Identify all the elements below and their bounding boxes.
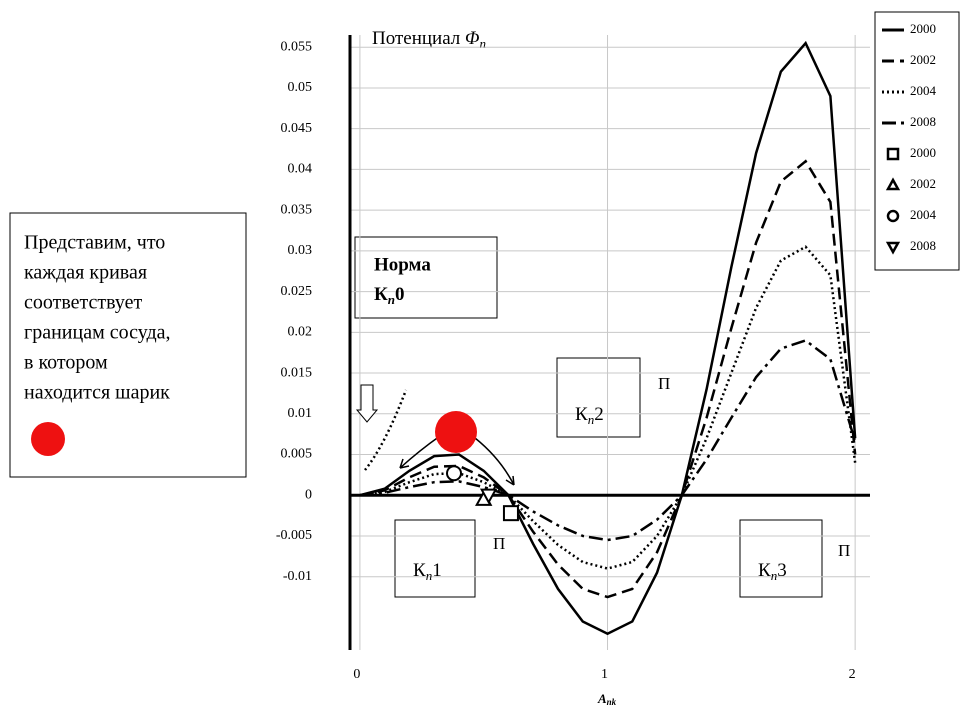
k-index: n	[771, 568, 778, 583]
legend-label: 2002	[910, 176, 936, 191]
legend-label: 2004	[910, 83, 937, 98]
marker	[885, 177, 901, 191]
marker	[479, 488, 498, 505]
title-symbol: Φ	[465, 28, 479, 49]
k1-box	[394, 519, 476, 598]
k3-label: Кn3	[758, 560, 787, 583]
note-line: находится шарик	[24, 382, 170, 404]
legend-box	[874, 11, 960, 271]
k-letter: К	[758, 560, 771, 581]
p-label: П	[493, 534, 505, 553]
k-number: 0	[395, 284, 405, 305]
ball-icon	[31, 422, 65, 456]
x-label-text: A	[597, 691, 607, 706]
title-text: Потенциал	[372, 28, 461, 49]
x-axis-label: Ank	[597, 691, 617, 707]
y-tick-label: 0.055	[281, 39, 313, 54]
legend-label: 2002	[910, 52, 936, 67]
y-tick-label: 0	[305, 487, 312, 502]
chart-title: Потенциал Φn	[372, 28, 486, 51]
x-tick-label: 1	[601, 667, 608, 682]
note-line: границам сосуда,	[24, 322, 171, 344]
norm-arrow	[355, 384, 379, 423]
right-arrow	[474, 437, 515, 486]
k-index: n	[588, 412, 595, 427]
y-tick-label: 0.04	[288, 162, 313, 177]
y-tick-label: 0.03	[288, 243, 313, 258]
series-line	[359, 339, 857, 542]
k1-label: Кn1	[413, 560, 442, 583]
k-letter: К	[575, 404, 588, 425]
norm-box	[354, 236, 498, 319]
marker	[886, 209, 900, 223]
y-tick-label: -0.005	[276, 528, 312, 543]
note-line: соответствует	[24, 292, 143, 314]
legend-label: 2004	[910, 207, 937, 222]
note-line: каждая кривая	[24, 262, 147, 284]
norm-label: Норма	[374, 254, 431, 275]
k3-box	[739, 519, 823, 598]
legend-label: 2008	[910, 238, 936, 253]
p-label: П	[838, 541, 850, 560]
y-tick-label: 0.005	[281, 447, 313, 462]
y-tick-label: 0.02	[288, 325, 313, 340]
k2-box	[556, 357, 641, 438]
y-tick-label: 0.035	[281, 202, 313, 217]
k-number: 1	[432, 560, 442, 581]
marker	[446, 465, 462, 482]
marker	[885, 241, 901, 255]
k-letter: К	[374, 284, 388, 305]
y-tick-label: 0.025	[281, 284, 313, 299]
legend-label: 2000	[910, 145, 936, 160]
k-index: n	[388, 292, 395, 307]
k0-label: Кn0	[374, 284, 405, 307]
legend-label: 2008	[910, 114, 936, 129]
x-tick-label: 2	[849, 667, 856, 682]
k-index: n	[426, 568, 433, 583]
y-tick-label: 0.045	[281, 121, 313, 136]
k-number: 3	[777, 560, 787, 581]
x-tick-label: 0	[353, 667, 360, 682]
y-tick-label: 0.015	[281, 365, 313, 380]
k-letter: К	[413, 560, 426, 581]
y-tick-label: 0.01	[288, 406, 313, 421]
marker	[502, 505, 519, 522]
ball	[435, 411, 477, 453]
note-line: в котором	[24, 352, 108, 374]
note-line: Представим, что	[24, 232, 165, 254]
legend-label: 2000	[910, 21, 936, 36]
marker	[886, 147, 900, 161]
series-line	[359, 40, 857, 636]
k-number: 2	[594, 404, 604, 425]
series-line	[359, 159, 857, 599]
y-tick-label: -0.01	[283, 569, 312, 584]
y-tick-label: 0.05	[288, 80, 313, 95]
p-label: П	[658, 374, 670, 393]
x-label-index: nk	[607, 697, 617, 707]
series-line	[359, 245, 857, 570]
k2-label: Кn2	[575, 404, 604, 427]
title-index: n	[480, 36, 487, 51]
